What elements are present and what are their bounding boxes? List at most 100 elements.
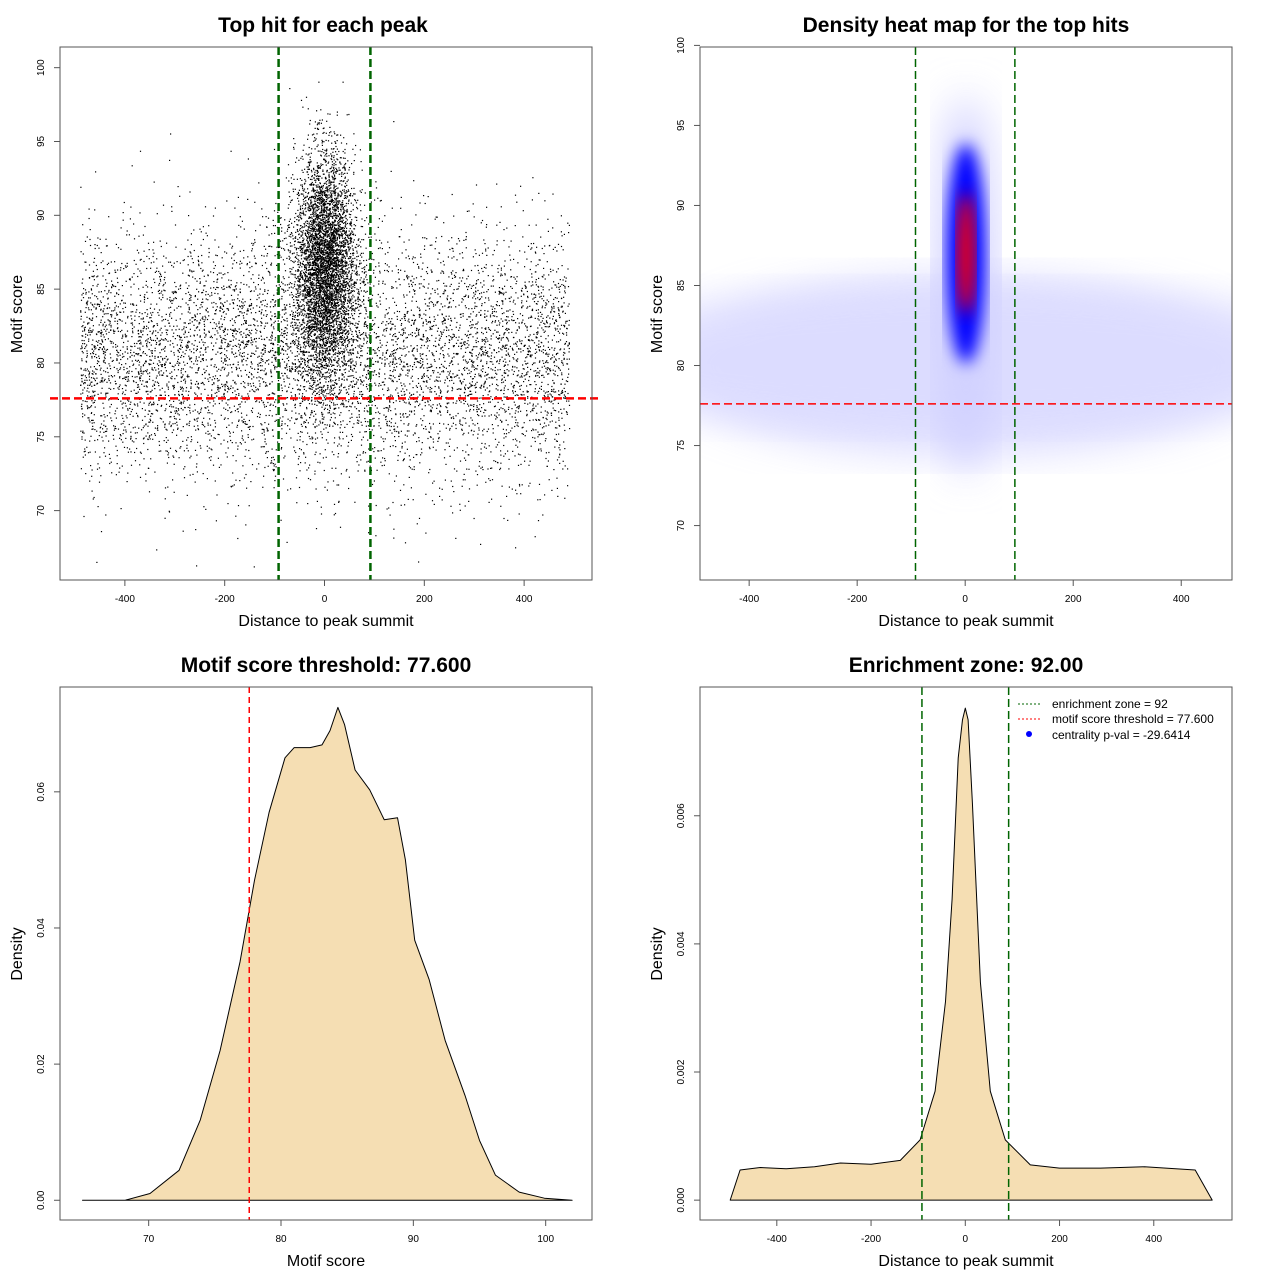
scatter-point [555,353,557,356]
scatter-point [308,403,311,405]
scatter-point [469,410,471,412]
scatter-point [119,368,121,370]
scatter-point [425,320,427,322]
scatter-point [337,304,339,306]
scatter-point [130,437,132,439]
scatter-point [190,351,192,353]
scatter-point [421,268,423,270]
scatter-point [552,390,554,392]
scatter-point [272,435,274,437]
scatter-point [305,414,307,416]
scatter-point [155,409,157,411]
scatter-point [214,327,216,330]
scatter-point [361,239,363,241]
scatter-point [449,380,451,382]
scatter-point [180,380,182,382]
scatter-point [277,441,279,443]
scatter-point [408,369,410,371]
scatter-point [142,327,144,330]
scatter-point [263,255,265,257]
scatter-point [342,364,344,366]
scatter-point [438,387,440,389]
scatter-point [480,543,482,545]
scatter-point [403,279,405,281]
scatter-point [478,311,480,313]
scatter-point [476,408,478,411]
scatter-point [164,276,166,279]
scatter-point [264,438,266,440]
scatter-point [91,412,93,414]
scatter-point [289,368,291,370]
scatter-point [161,316,163,318]
scatter-point [368,334,370,336]
scatter-point [169,299,171,301]
scatter-point [220,360,223,362]
scatter-point [368,428,371,430]
scatter-point [143,425,145,427]
scatter-point [442,306,444,308]
scatter-point [148,258,150,260]
scatter-point [272,429,274,431]
scatter-point [319,275,322,277]
scatter-point [352,370,354,372]
scatter-point [382,388,384,390]
scatter-point [408,321,410,323]
scatter-point [282,259,284,261]
scatter-point [99,381,101,383]
scatter-point [111,341,113,343]
scatter-point [556,353,558,355]
scatter-point [277,380,280,382]
scatter-point [478,299,480,301]
scatter-point [531,364,534,366]
scatter-point [518,513,520,515]
scatter-point [351,290,354,292]
scatter-point [271,332,273,334]
scatter-point [484,313,486,315]
scatter-point [348,476,350,478]
scatter-point [301,425,303,427]
scatter-point [501,485,503,487]
scatter-point [209,402,211,404]
scatter-point [526,391,528,393]
scatter-point [345,389,347,391]
scatter-point [435,237,437,239]
scatter-point [245,336,247,338]
scatter-point [503,376,505,378]
scatter-point [308,337,310,339]
scatter-point [174,338,176,340]
scatter-point [385,418,387,421]
scatter-point [363,260,365,262]
scatter-point [245,345,248,347]
scatter-point [265,372,267,374]
scatter-point [561,284,563,286]
scatter-point [186,439,188,441]
scatter-point [173,262,175,264]
scatter-point [225,402,227,404]
scatter-point [530,261,532,263]
scatter-point [156,337,158,339]
scatter-point [193,270,195,272]
scatter-point [274,301,276,303]
scatter-point [150,363,152,365]
scatter-point [122,433,124,435]
scatter-point [100,291,102,293]
scatter-point [198,329,201,331]
scatter-point [432,404,434,406]
scatter-point [297,463,299,466]
scatter-point [118,352,120,354]
scatter-point [87,408,89,410]
scatter-point [490,355,492,357]
scatter-point [401,329,403,331]
scatter-point [325,395,327,397]
scatter-point [556,250,558,252]
scatter-point [85,261,87,263]
scatter-point [517,464,520,466]
scatter-point [154,434,156,436]
scatter-point [105,425,107,427]
scatter-point [124,306,127,308]
scatter-point [86,316,88,318]
scatter-point [89,396,92,398]
scatter-point [207,311,209,313]
scatter-point [537,346,540,348]
scatter-point [160,280,162,282]
